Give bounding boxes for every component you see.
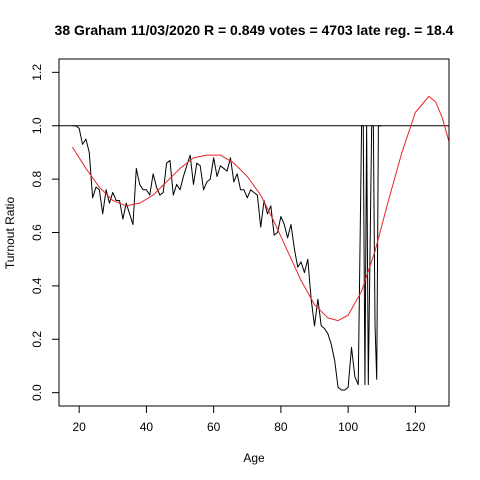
x-tick-label-3: 80 xyxy=(274,420,288,434)
y-tick-label-4: 0.8 xyxy=(30,170,44,187)
chart-title: 38 Graham 11/03/2020 R = 0.849 votes = 4… xyxy=(55,22,454,38)
series-line-observed xyxy=(72,125,382,391)
y-tick-label-0: 0.0 xyxy=(30,384,44,401)
y-tick-label-3: 0.6 xyxy=(30,224,44,241)
series-layer xyxy=(72,95,449,391)
y-tick-label-2: 0.4 xyxy=(30,277,44,294)
x-axis-label: Age xyxy=(243,451,265,465)
y-axis-label: Turnout Ratio xyxy=(3,197,17,270)
x-tick-label-2: 60 xyxy=(207,420,221,434)
y-tick-label-1: 0.2 xyxy=(30,331,44,348)
x-tick-label-4: 100 xyxy=(338,420,358,434)
axes: 20 40 60 80 100 120 0.0 0.2 0.4 0.6 0.8 1.0 1.2 xyxy=(30,64,426,434)
y-tick-label-5: 1.0 xyxy=(30,117,44,134)
plot-frame xyxy=(58,58,450,407)
plot-region xyxy=(59,95,449,391)
x-tick-label-5: 120 xyxy=(405,420,425,434)
y-tick-label-6: 1.2 xyxy=(30,64,44,81)
x-tick-label-0: 20 xyxy=(72,420,86,434)
series-line-fitted xyxy=(72,95,449,322)
x-tick-label-1: 40 xyxy=(140,420,154,434)
